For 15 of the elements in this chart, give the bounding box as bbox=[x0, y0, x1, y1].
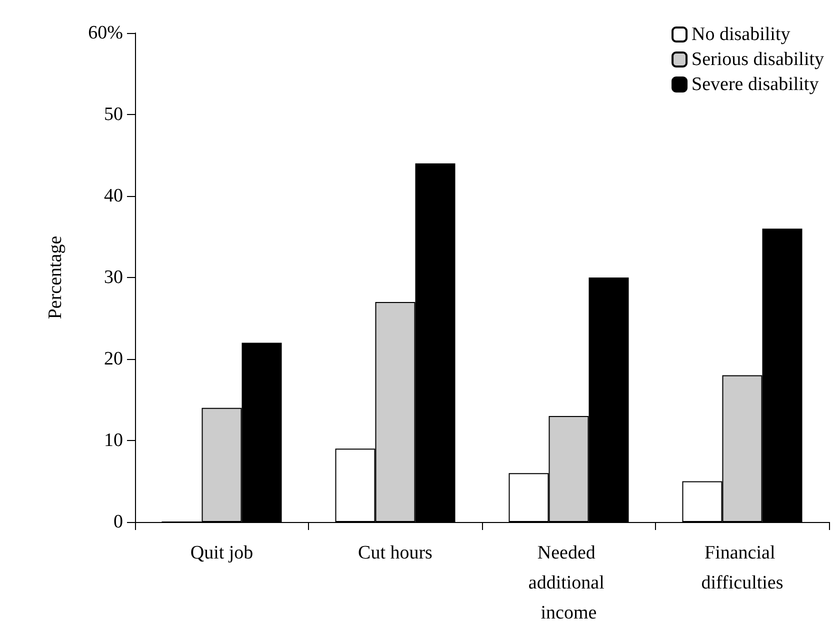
y-tick-label: 0 bbox=[114, 512, 123, 532]
legend-label: No disability bbox=[692, 24, 791, 45]
y-tick-label: 10 bbox=[104, 430, 123, 451]
y-tick-label: 20 bbox=[104, 348, 123, 370]
x-tick-label: Needed additional income bbox=[528, 542, 610, 624]
legend-label: Serious disability bbox=[692, 49, 824, 70]
y-tick-label: 60% bbox=[88, 22, 124, 44]
y-axis-title: Percentage bbox=[45, 236, 66, 320]
y-tick-label: 50 bbox=[104, 104, 123, 125]
x-tick-label: Cut hours bbox=[358, 542, 432, 564]
y-tick-label: 30 bbox=[104, 267, 123, 288]
x-tick-label: Financial difficulties bbox=[701, 542, 784, 594]
x-tick-label: Quit job bbox=[190, 542, 254, 564]
y-tick-label: 40 bbox=[104, 186, 123, 206]
legend-label: Severe disability bbox=[692, 74, 820, 95]
